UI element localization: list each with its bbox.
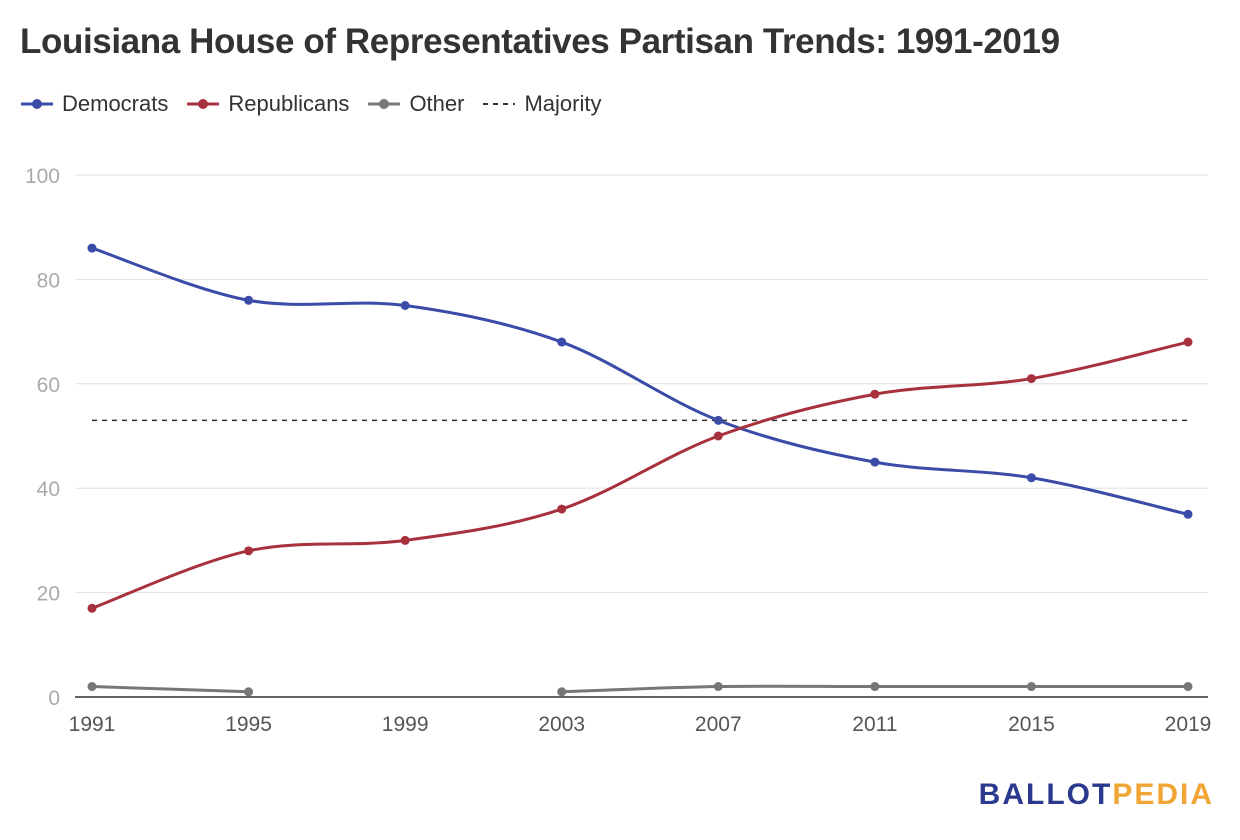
x-tick-label: 2019 (1165, 713, 1212, 736)
data-point-other (557, 687, 567, 697)
data-point-republicans (557, 504, 567, 514)
legend: Democrats Republicans Other Majority (20, 88, 619, 120)
data-point-other (870, 682, 880, 692)
data-point-republicans (400, 535, 410, 545)
y-tick-label: 0 (48, 687, 60, 710)
ballotpedia-logo: BALLOTPEDIA (979, 778, 1214, 812)
data-point-democrats (557, 337, 567, 347)
legend-item-other: Other (367, 91, 464, 117)
x-tick-label: 1999 (382, 713, 429, 736)
data-point-democrats (1026, 473, 1036, 483)
x-tick-label: 1991 (69, 713, 116, 736)
data-point-republicans (870, 389, 880, 399)
data-point-other (87, 682, 97, 692)
x-tick-label: 2007 (695, 713, 742, 736)
data-point-republicans (244, 546, 254, 556)
legend-item-republicans: Republicans (186, 91, 349, 117)
data-point-other (1183, 682, 1193, 692)
y-tick-label: 60 (37, 374, 60, 397)
logo-text-pedia: PEDIA (1112, 778, 1214, 811)
legend-item-democrats: Democrats (20, 91, 168, 117)
x-tick-label: 2015 (1008, 713, 1055, 736)
logo-text-ballot: BALLOT (978, 778, 1113, 811)
y-tick-label: 100 (25, 165, 60, 188)
y-tick-label: 20 (37, 583, 60, 606)
data-point-republicans (1183, 337, 1193, 347)
data-point-other (1026, 682, 1036, 692)
series-line-republicans (90, 340, 1190, 610)
legend-item-majority: Majority (482, 91, 601, 117)
legend-label-other: Other (409, 91, 465, 116)
data-point-republicans (713, 431, 723, 441)
legend-line-icon (187, 99, 220, 109)
data-point-democrats (713, 415, 723, 425)
data-point-democrats (244, 295, 254, 305)
legend-label-republicans: Republicans (228, 91, 350, 116)
x-tick-label: 2003 (538, 713, 585, 736)
legend-line-icon (368, 99, 401, 109)
legend-line-icon (21, 99, 53, 109)
chart-title: Louisiana House of Representatives Parti… (20, 22, 1060, 61)
x-tick-label: 2011 (852, 713, 897, 736)
legend-label-majority: Majority (524, 91, 602, 116)
legend-label-democrats: Democrats (62, 91, 169, 116)
data-point-democrats (1183, 509, 1193, 519)
data-point-democrats (870, 457, 880, 467)
data-point-other (713, 682, 723, 692)
series-line-democrats (90, 246, 1190, 516)
line-chart: 0 20 40 60 80 100 1991 1995 1999 2003 2007 2011 2015… (25, 165, 1212, 736)
data-point-democrats (87, 243, 97, 253)
y-tick-label: 40 (37, 478, 60, 501)
y-tick-label: 80 (37, 269, 60, 292)
data-point-republicans (87, 603, 97, 613)
data-point-republicans (1026, 374, 1036, 384)
x-tick-label: 1995 (225, 713, 272, 736)
series-line-other (90, 685, 251, 694)
data-point-democrats (400, 301, 410, 310)
data-point-other (244, 687, 254, 697)
